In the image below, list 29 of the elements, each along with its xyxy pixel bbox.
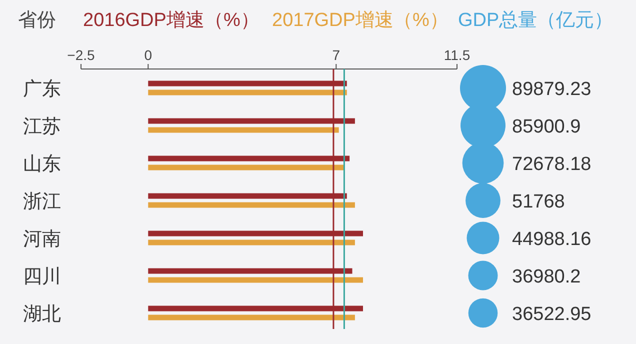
x-tick-label: −2.5 — [67, 47, 96, 63]
bar — [148, 127, 339, 133]
x-tick-label: 0 — [144, 47, 152, 63]
bar — [148, 240, 355, 246]
data-label: 36980.2 — [512, 266, 581, 288]
bar — [148, 164, 344, 170]
data-label: 51768 — [512, 192, 565, 212]
x-tick-label: 11.5 — [444, 47, 470, 63]
y-tick-label: 湖北 — [23, 304, 61, 325]
text: 2016GDP增速（%） — [83, 10, 260, 31]
y-tick-label: 河南 — [23, 229, 61, 250]
bar — [148, 202, 355, 208]
data-label: 89879.23 — [512, 79, 592, 100]
bar — [148, 90, 347, 96]
y-tick-label: 四川 — [23, 266, 61, 288]
y-tick-label: 山东 — [23, 154, 61, 175]
y-tick-label: 广东 — [23, 78, 61, 100]
y-axis-title: 省份 — [18, 10, 56, 31]
text: 2017GDP增速（%） — [272, 10, 448, 31]
data-label: 85900.9 — [512, 116, 581, 138]
data-label: 44988.16 — [512, 229, 592, 250]
data-label: 72678.18 — [512, 154, 592, 175]
y-tick-label: 浙江 — [23, 192, 61, 212]
y-tick-label: 江苏 — [23, 116, 61, 138]
bar — [148, 314, 355, 320]
bar — [148, 277, 363, 283]
text: GDP总量（亿元） — [458, 10, 614, 31]
data-label: 36522.95 — [512, 304, 592, 325]
x-tick-label: 7 — [332, 47, 340, 63]
